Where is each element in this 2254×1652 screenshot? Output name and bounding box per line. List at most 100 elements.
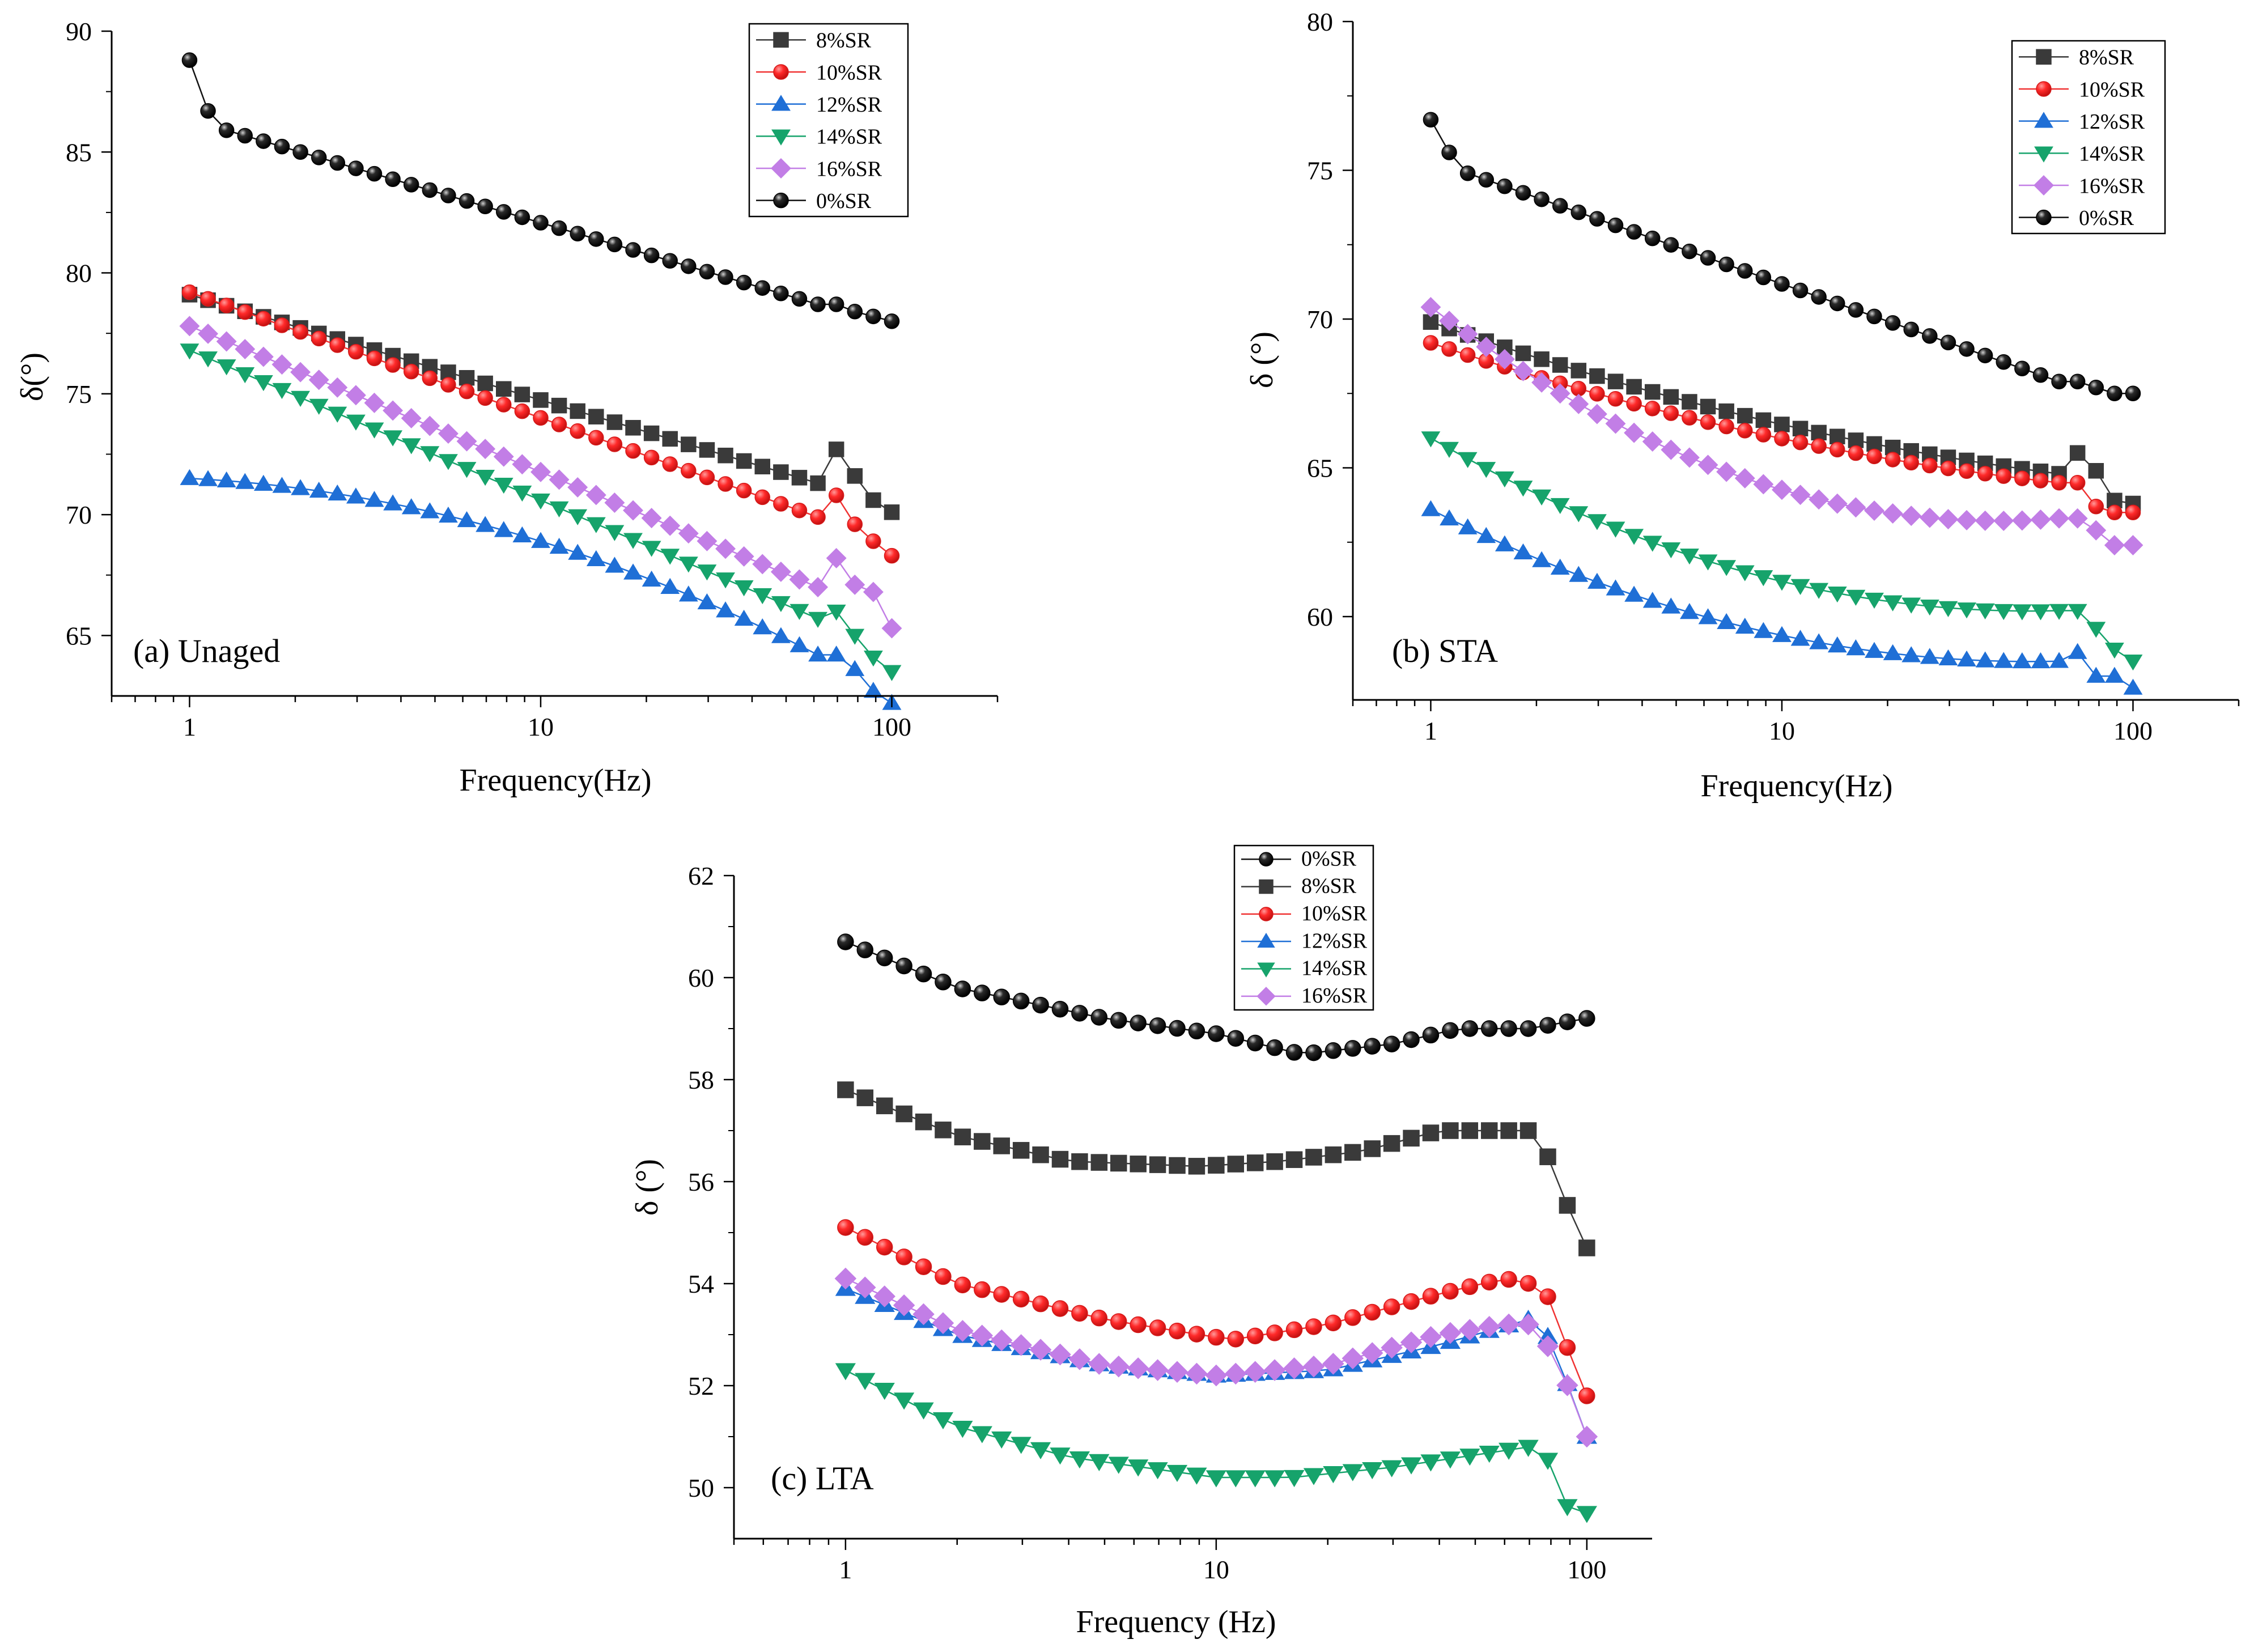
series-layer xyxy=(1420,112,2143,695)
data-point xyxy=(754,489,771,506)
legend-box xyxy=(1233,844,1374,1011)
data-point xyxy=(346,414,366,431)
legend-marker xyxy=(1259,852,1274,867)
data-point xyxy=(459,383,475,400)
data-point xyxy=(1848,445,1864,461)
data-point xyxy=(1626,396,1642,412)
data-point xyxy=(440,377,456,393)
data-point xyxy=(643,449,660,466)
data-point xyxy=(1811,438,1827,454)
data-point xyxy=(882,665,902,681)
data-point xyxy=(1644,384,1661,400)
data-point xyxy=(1461,1020,1479,1037)
data-point xyxy=(1790,630,1810,646)
data-point xyxy=(876,1238,893,1256)
data-point xyxy=(1325,1146,1342,1163)
data-point xyxy=(660,549,680,565)
data-point xyxy=(1068,1348,1091,1370)
data-point xyxy=(253,375,273,392)
data-point xyxy=(514,209,530,226)
data-point xyxy=(974,1133,991,1150)
legend-marker xyxy=(771,129,791,146)
data-point xyxy=(533,410,549,426)
data-point xyxy=(935,1122,952,1139)
chart-panel-unaged: 1 10 100 65 70 75 80 85 90 8%SR 10%SR 12%SR 14%SR 16… xyxy=(15,17,999,798)
data-point xyxy=(1938,601,1958,618)
data-point xyxy=(1344,1040,1361,1057)
data-point xyxy=(311,330,327,347)
data-point xyxy=(1090,1154,1108,1171)
data-point xyxy=(699,264,715,280)
data-point xyxy=(1497,178,1513,194)
data-point xyxy=(1478,1315,1500,1338)
data-point xyxy=(1069,1451,1090,1469)
y-tick-label: 56 xyxy=(688,1167,714,1196)
legend-label: 8%SR xyxy=(2079,46,2134,70)
data-point xyxy=(1088,1353,1110,1375)
data-point xyxy=(1938,509,1959,530)
data-point xyxy=(1809,489,1829,510)
data-point xyxy=(1755,412,1772,428)
data-point xyxy=(1737,263,1753,279)
y-tick-label: 75 xyxy=(1307,156,1333,185)
data-point xyxy=(791,291,808,307)
data-point xyxy=(549,537,569,554)
data-point xyxy=(1811,289,1827,305)
data-point xyxy=(991,1431,1012,1449)
data-point xyxy=(1864,500,1884,521)
data-point xyxy=(697,593,717,610)
data-point xyxy=(734,580,754,597)
data-point xyxy=(606,414,623,430)
data-point xyxy=(1774,276,1790,292)
data-point xyxy=(641,508,662,529)
data-point xyxy=(828,487,844,503)
data-point xyxy=(2031,604,2051,621)
data-point xyxy=(439,454,458,470)
data-point xyxy=(1578,1387,1595,1404)
data-point xyxy=(494,477,513,494)
series-8pct-sr xyxy=(181,287,900,520)
data-point xyxy=(1012,1290,1030,1308)
data-point xyxy=(1940,334,1956,351)
data-point xyxy=(567,477,588,498)
data-point xyxy=(1846,589,1866,606)
y-tick-label: 65 xyxy=(1307,454,1333,483)
data-point xyxy=(198,351,218,368)
data-point xyxy=(625,420,641,436)
data-point xyxy=(895,1105,912,1123)
data-point xyxy=(420,446,440,462)
legend-marker xyxy=(1259,879,1274,894)
x-tick-label: 10 xyxy=(1769,716,1795,745)
data-point xyxy=(218,122,235,138)
data-point xyxy=(1624,422,1645,443)
data-point xyxy=(1400,1331,1423,1353)
data-point xyxy=(1459,1319,1481,1341)
data-point xyxy=(514,387,530,402)
data-point xyxy=(568,509,588,525)
data-point xyxy=(1422,1026,1440,1044)
data-point xyxy=(1284,1470,1305,1488)
data-point xyxy=(329,155,346,171)
series-10pct-sr xyxy=(1423,335,2141,520)
data-point xyxy=(1515,185,1531,201)
data-point xyxy=(1403,1129,1420,1147)
data-point xyxy=(1029,1339,1052,1361)
data-point xyxy=(771,596,791,613)
legend-marker xyxy=(2034,175,2054,196)
data-point xyxy=(493,446,514,467)
data-point xyxy=(1957,650,1976,667)
y-tick-label: 62 xyxy=(688,861,714,890)
legend-label: 0%SR xyxy=(2079,206,2134,230)
legend-marker xyxy=(771,95,791,111)
legend: 8%SR 10%SR 12%SR 14%SR 16%SR 0%SR xyxy=(2011,40,2166,235)
data-point xyxy=(1829,428,1845,445)
data-point xyxy=(1032,1146,1049,1163)
data-point xyxy=(475,439,496,460)
data-point xyxy=(1737,423,1753,439)
data-point xyxy=(438,423,459,444)
data-point xyxy=(1661,597,1681,614)
data-point xyxy=(1422,1124,1440,1141)
data-point xyxy=(718,447,733,464)
data-point xyxy=(366,350,383,367)
data-point xyxy=(808,611,827,628)
